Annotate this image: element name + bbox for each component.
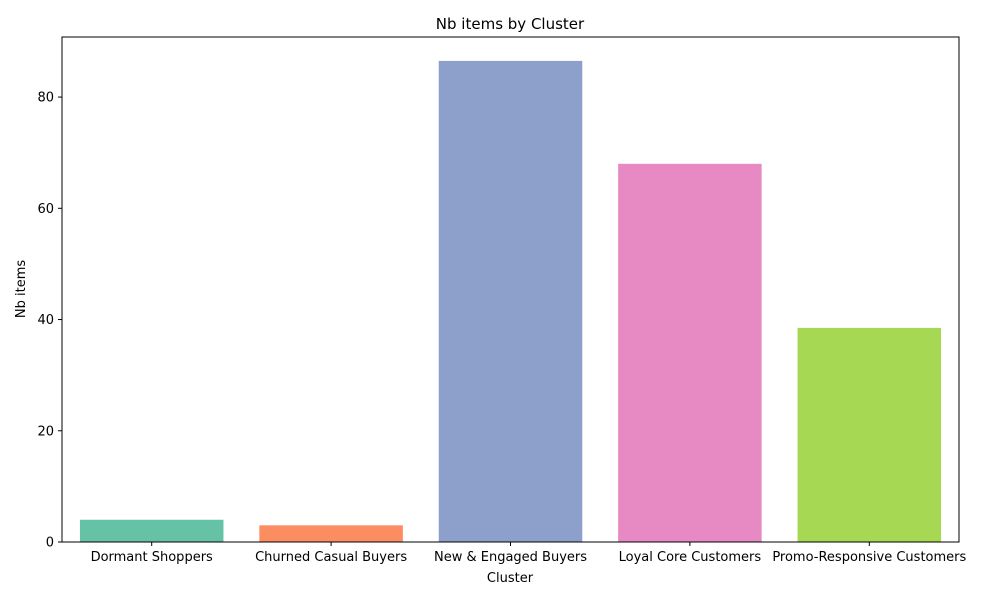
y-tick-label: 20 [37, 424, 54, 439]
y-tick-label: 80 [37, 91, 54, 106]
y-tick-label: 40 [37, 313, 54, 328]
y-axis-label: Nb items [14, 260, 29, 318]
x-tick-label: Promo-Responsive Customers [772, 550, 966, 565]
y-tick-label: 60 [37, 202, 54, 217]
y-axis: 0 20 40 60 80 [37, 91, 62, 551]
bar-4 [797, 327, 942, 542]
x-tick-label: Loyal Core Customers [619, 550, 762, 565]
plot-frame [61, 36, 960, 543]
x-tick-label: New & Engaged Buyers [434, 550, 587, 565]
bar-1 [259, 525, 403, 542]
x-axis: Dormant Shoppers Churned Casual Buyers New… [91, 542, 967, 565]
x-tick-label: Dormant Shoppers [91, 550, 213, 565]
bar-3 [618, 163, 762, 543]
bars-group [79, 60, 942, 543]
x-tick-label: Churned Casual Buyers [255, 550, 407, 565]
bar-2 [438, 60, 583, 543]
x-axis-label: Cluster [487, 571, 534, 586]
bar-0 [79, 519, 224, 542]
y-tick-label: 0 [46, 536, 54, 551]
chart-title: Nb items by Cluster [436, 15, 585, 33]
